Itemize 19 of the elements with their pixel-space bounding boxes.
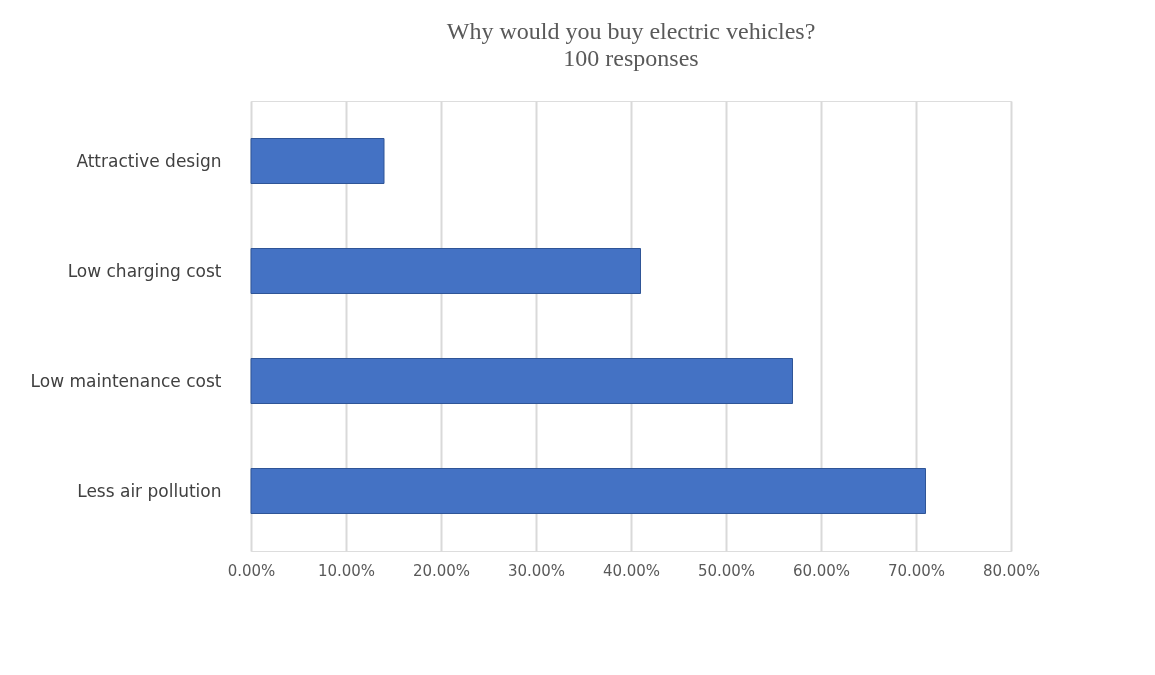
y-tick-label: Low maintenance cost <box>30 370 222 391</box>
y-tick-label: Low charging cost <box>67 260 222 281</box>
x-tick-label: 30.00% <box>507 561 566 580</box>
x-tick-label: 20.00% <box>412 561 471 580</box>
x-tick-label: 60.00% <box>792 561 851 580</box>
bar <box>250 138 385 184</box>
y-tick-label: Attractive design <box>76 150 222 171</box>
x-tick-label: 80.00% <box>982 561 1041 580</box>
x-tick-label: 50.00% <box>697 561 756 580</box>
x-tick-label: 10.00% <box>317 561 376 580</box>
y-tick-label: Less air pollution <box>77 480 222 501</box>
chart-subtitle: 100 responses <box>563 45 699 71</box>
x-tick-label: 40.00% <box>602 561 661 580</box>
chart-title: Why would you buy electric vehicles? <box>446 18 816 44</box>
bar <box>250 358 793 404</box>
x-tick-label: 70.00% <box>887 561 946 580</box>
bar <box>250 248 641 294</box>
x-tick-label: 0.00% <box>227 561 276 580</box>
bar <box>250 468 926 514</box>
